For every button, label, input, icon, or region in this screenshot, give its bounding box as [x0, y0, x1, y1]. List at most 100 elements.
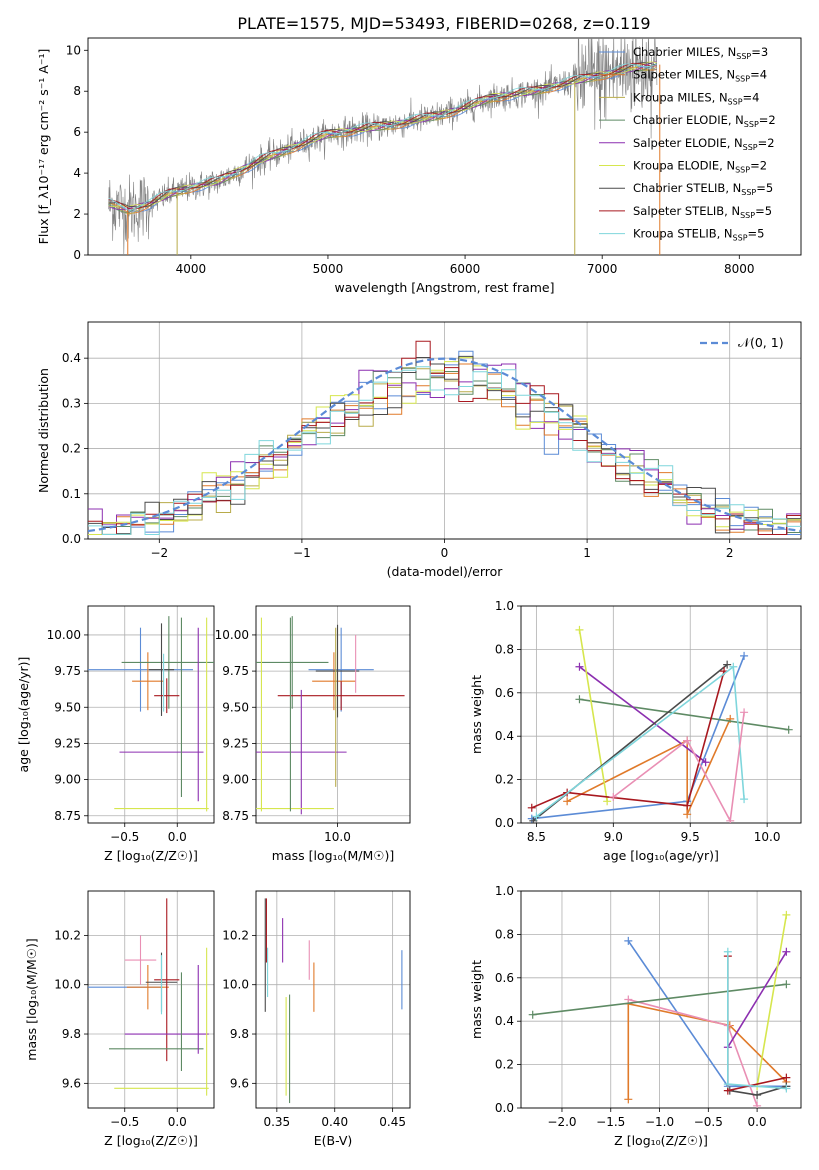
y-tick-label: 10.2 [222, 928, 249, 942]
weight-marker [782, 910, 791, 919]
x-axis-label: age [log₁₀(age/yr)] [603, 848, 719, 863]
y-axis-label: age [log₁₀(age/yr)] [16, 657, 31, 773]
weight-marker [740, 708, 749, 717]
x-axis-label: (data-model)/error [387, 564, 504, 579]
weight-marker [782, 1084, 791, 1093]
axes-frame [87, 890, 215, 1109]
weight-marker [624, 995, 633, 1004]
legend-text: Salpeter MILES, N [633, 68, 735, 82]
x-tick-label: 8.5 [527, 830, 546, 844]
legend-text: Kroupa MILES, N [633, 90, 728, 104]
y-tick-label: 9.25 [54, 736, 81, 750]
weight-marker [527, 803, 536, 812]
y-tick-label: 10.2 [54, 928, 81, 942]
x-axis-label: mass [log₁₀(M/M☉)] [272, 848, 394, 863]
y-tick-label: 8 [73, 84, 81, 98]
spectrum-model-line [108, 66, 657, 212]
y-tick-label: 10.00 [215, 628, 249, 642]
y-axis-label: Flux [f_λ10⁻¹⁷ erg cm⁻² s⁻¹ A⁻¹] [36, 49, 51, 245]
y-tick-label: 0.2 [495, 773, 514, 787]
y-tick-label: 0.6 [495, 971, 514, 985]
x-tick-label: 8000 [724, 262, 755, 276]
weight-marker [729, 662, 738, 671]
y-tick-label: 6 [73, 125, 81, 139]
legend-subscript: SSP [743, 143, 758, 152]
y-tick-label: 9.8 [62, 1027, 81, 1041]
legend-text: Salpeter ELODIE, N [633, 136, 743, 150]
weight-marker [723, 1080, 732, 1089]
y-axis-label: mass weight [469, 960, 484, 1039]
legend-subscript: SSP [741, 188, 756, 197]
y-tick-label: 10.0 [54, 978, 81, 992]
axes-frame [87, 605, 215, 824]
x-tick-label: −2.0 [547, 1115, 576, 1129]
weight-marker [603, 797, 612, 806]
y-tick-label: 0.4 [495, 1014, 514, 1028]
y-tick-label: 8.75 [222, 809, 249, 823]
weight-marker [726, 816, 735, 823]
legend-label: Kroupa MILES, NSSP=4 [633, 90, 759, 106]
legend-suffix: =2 [758, 136, 775, 150]
weight-marker [624, 936, 633, 945]
plot-area [527, 625, 793, 823]
x-tick-label: 0.0 [168, 1115, 187, 1129]
weight-marker [575, 695, 584, 704]
plot-area [108, 38, 661, 255]
panel-age_vs_mass: 10.0 8.75 9.00 9.25 9.50 9.75 10.00 mass [log₁₀… [215, 605, 411, 863]
y-tick-label: 8.75 [54, 809, 81, 823]
x-tick-label: 0.0 [168, 830, 187, 844]
legend-text: Chabrier MILES, N [633, 45, 736, 59]
legend-text: Kroupa ELODIE, N [633, 159, 735, 173]
weight-marker [609, 792, 618, 801]
y-tick-label: 10.0 [222, 978, 249, 992]
y-tick-label: 0.2 [495, 1058, 514, 1072]
weight-marker [784, 725, 793, 734]
y-axis-label: mass [log₁₀(M/M☉)] [24, 938, 39, 1060]
legend-suffix: =4 [750, 68, 767, 82]
weight-line [578, 629, 608, 802]
axes-frame [255, 605, 411, 824]
weight-marker [782, 980, 791, 989]
x-tick-label: −0.5 [110, 1115, 139, 1129]
y-tick-label: 10.00 [47, 628, 81, 642]
legend-suffix: =2 [759, 113, 776, 127]
legend-label: Chabrier ELODIE, NSSP=2 [633, 113, 776, 129]
legend-suffix: =5 [755, 204, 772, 218]
y-tick-label: 0.1 [62, 487, 81, 501]
legend-suffix: =5 [748, 227, 765, 241]
x-tick-label: 0 [441, 546, 449, 560]
legend-subscript: SSP [735, 166, 750, 175]
legend-label: Chabrier MILES, NSSP=3 [633, 45, 768, 61]
x-tick-label: 0.35 [263, 1115, 290, 1129]
weight-marker [532, 812, 541, 821]
y-tick-label: 9.25 [222, 736, 249, 750]
y-tick-label: 9.50 [222, 700, 249, 714]
weight-marker [563, 797, 572, 806]
weight-marker [575, 625, 584, 634]
spectrum-model-line [108, 61, 657, 210]
panel-residuals: −2 −1 0 1 2 0.0 0.1 0.2 0.3 0.4 (data-model)/error… [36, 321, 802, 579]
legend-label: Chabrier STELIB, NSSP=5 [633, 181, 773, 197]
legend-label: Salpeter STELIB, NSSP=5 [633, 204, 772, 220]
y-tick-label: 0.6 [495, 686, 514, 700]
x-tick-label: 1 [583, 546, 591, 560]
x-tick-label: −1.5 [596, 1115, 625, 1129]
x-tick-label: 9.0 [604, 830, 623, 844]
y-tick-label: 4 [73, 166, 81, 180]
y-tick-label: 0.0 [495, 1101, 514, 1115]
y-tick-label: 9.8 [230, 1027, 249, 1041]
weight-line [627, 1002, 787, 1100]
y-tick-label: 10 [66, 43, 81, 57]
x-tick-label: 2 [726, 546, 734, 560]
y-tick-label: 2 [73, 207, 81, 221]
x-tick-label: −1 [293, 546, 311, 560]
legend-subscript: SSP [728, 97, 743, 106]
x-tick-label: 5000 [313, 262, 344, 276]
y-tick-label: 1.0 [495, 599, 514, 613]
weight-line [566, 718, 731, 815]
weight-marker [683, 810, 692, 819]
plot-area [264, 898, 403, 1104]
figure-title: PLATE=1575, MJD=53493, FIBERID=0268, z=0… [237, 14, 650, 33]
weight-line [756, 914, 788, 1087]
axes-frame [520, 605, 802, 824]
